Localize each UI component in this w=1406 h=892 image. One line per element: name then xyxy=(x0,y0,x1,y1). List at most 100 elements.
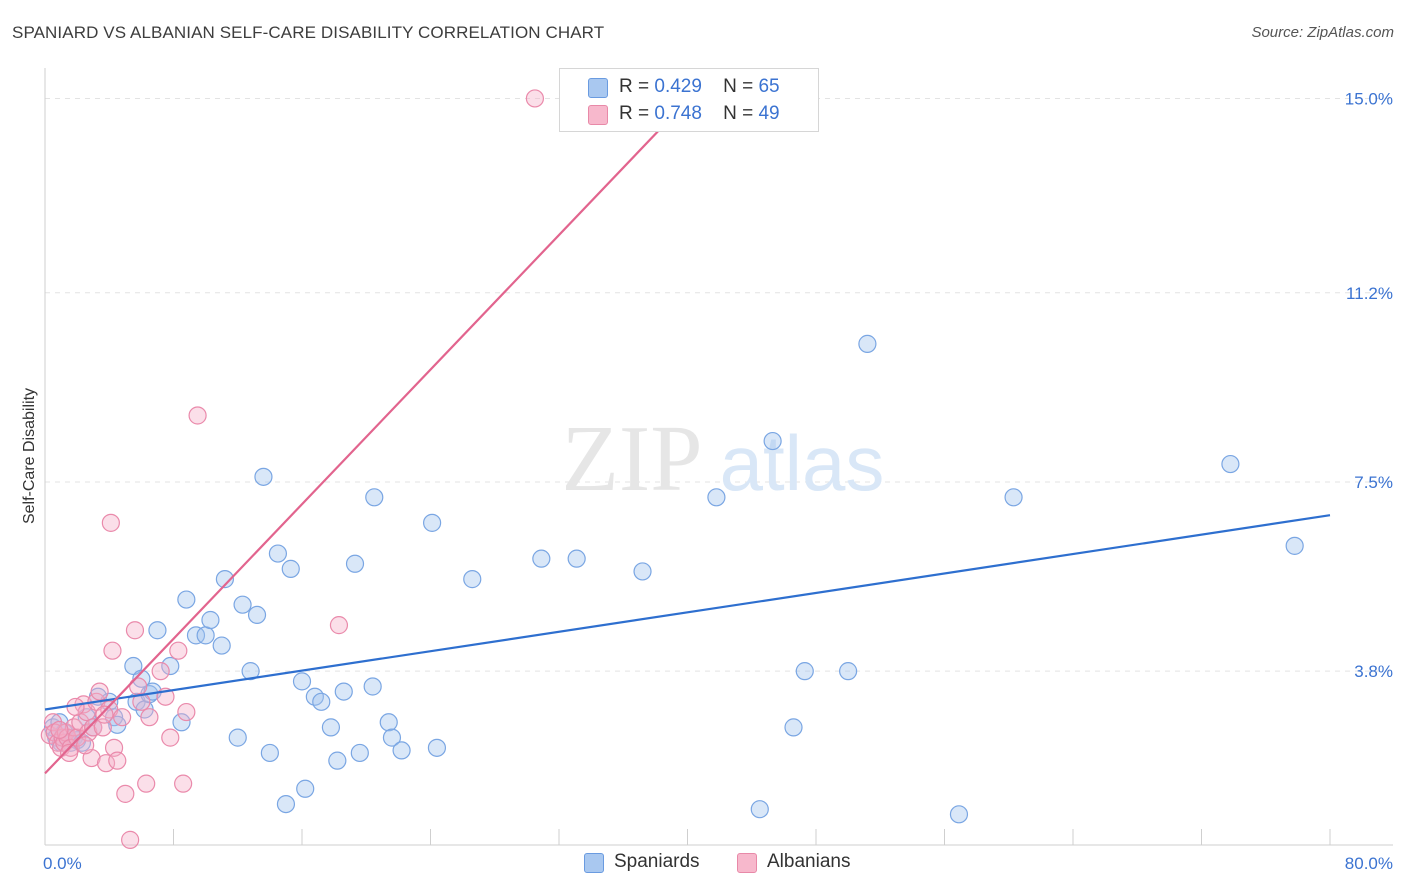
spaniards-point xyxy=(172,713,191,732)
albanians-point xyxy=(84,718,103,737)
spaniards-point xyxy=(763,431,782,451)
bottom-legend-swatch-albanians xyxy=(737,853,757,873)
spaniards-point xyxy=(241,662,260,681)
albanians-point xyxy=(137,774,156,793)
legend-swatch-albanians xyxy=(588,105,608,125)
legend-n-label: N = xyxy=(723,103,754,124)
spaniards-point xyxy=(365,488,384,507)
x-tick-label-max: 80.0% xyxy=(1345,854,1393,873)
albanians-point xyxy=(96,754,116,773)
spaniards-point xyxy=(427,738,447,757)
spaniards-point xyxy=(268,544,288,563)
spaniards-point xyxy=(215,570,234,589)
spaniards-point xyxy=(532,549,551,568)
legend-r-label: R = xyxy=(619,103,650,124)
spaniards-point xyxy=(784,718,803,737)
spaniards-point xyxy=(328,751,347,770)
spaniards-point xyxy=(839,662,858,681)
albanians-point xyxy=(90,682,109,701)
spaniards-point xyxy=(363,677,382,696)
spaniards-point xyxy=(949,805,969,824)
albanians-point xyxy=(116,784,135,803)
spaniards-point xyxy=(750,800,769,819)
albanians-point xyxy=(329,616,349,635)
correlation-legend: R = 0.429 N = 65 R = 0.748 N = 49 xyxy=(559,68,819,132)
albanians-point xyxy=(108,751,127,770)
legend-r-value-albanians: 0.748 xyxy=(654,103,702,124)
spaniards-point xyxy=(321,718,341,737)
albanians-point xyxy=(161,728,180,747)
albanians-point xyxy=(50,720,69,740)
albanians-trend-line xyxy=(44,118,671,775)
albanians-point xyxy=(132,692,151,711)
spaniards-point xyxy=(334,682,353,701)
spaniards-point xyxy=(1285,536,1304,555)
grid-lines xyxy=(45,97,1393,672)
legend-swatch-spaniards xyxy=(588,78,608,98)
albanians-point xyxy=(177,702,196,722)
tick-labels: 3.8% 7.5% 11.2% 15.0% 0.0% 80.0% xyxy=(43,89,1393,873)
albanians-point xyxy=(101,513,120,532)
spaniards-point xyxy=(148,621,167,640)
spaniards-point xyxy=(161,656,180,676)
albanians-point xyxy=(76,736,95,755)
spaniards-point xyxy=(281,559,300,578)
y-axis-title: Self-Care Disability xyxy=(21,388,38,524)
albanians-point xyxy=(59,743,79,763)
albanians-point xyxy=(174,774,193,793)
spaniards-point xyxy=(423,513,442,532)
spaniards-point xyxy=(382,728,402,747)
albanians-point xyxy=(151,662,170,681)
spaniards-point xyxy=(345,554,365,573)
albanians-point xyxy=(121,830,140,849)
spaniards-point xyxy=(228,728,247,747)
legend-n-label: N = xyxy=(723,76,754,97)
albanians-point xyxy=(112,708,132,727)
spaniards-point xyxy=(254,467,273,486)
x-tick-label-min: 0.0% xyxy=(43,854,82,873)
spaniards-point xyxy=(858,334,877,353)
source-credit: Source: ZipAtlas.com xyxy=(1251,24,1394,41)
spaniards-point xyxy=(633,562,652,581)
legend-n-value-spaniards: 65 xyxy=(758,76,780,97)
spaniards-point xyxy=(1004,488,1023,507)
spaniards-point xyxy=(795,662,814,681)
spaniards-point xyxy=(196,626,215,645)
bottom-legend-label-spaniards: Spaniards xyxy=(614,851,700,872)
albanians-point xyxy=(103,641,122,660)
spaniards-point xyxy=(212,636,231,655)
watermark-atlas: atlas xyxy=(720,419,885,507)
trend-lines xyxy=(44,118,1331,775)
spaniards-point xyxy=(350,743,369,763)
albanians-point xyxy=(66,697,85,717)
albanians-point xyxy=(169,641,188,660)
albanians-point xyxy=(188,406,207,425)
spaniards-point xyxy=(247,605,267,625)
albanians-point xyxy=(125,621,145,640)
axes xyxy=(44,68,1393,846)
albanians-points xyxy=(40,89,545,849)
spaniards-point xyxy=(1221,454,1240,474)
spaniards-point xyxy=(312,692,331,711)
albanians-point xyxy=(95,705,114,724)
watermark-zip: ZIP xyxy=(562,407,703,511)
spaniards-point xyxy=(292,672,312,691)
spaniards-point xyxy=(186,626,206,645)
watermark: ZIP atlas xyxy=(562,407,885,511)
y-tick-label: 11.2% xyxy=(1346,284,1393,303)
spaniards-point xyxy=(567,549,586,568)
spaniards-point xyxy=(276,794,296,814)
spaniards-trend-line xyxy=(44,514,1331,711)
y-tick-label: 3.8% xyxy=(1354,662,1393,681)
y-tick-label: 7.5% xyxy=(1354,473,1393,492)
albanians-point xyxy=(140,708,159,727)
bottom-legend-swatch-spaniards xyxy=(584,853,604,873)
spaniards-point xyxy=(296,779,315,798)
legend-n-value-albanians: 49 xyxy=(758,103,780,124)
spaniards-point xyxy=(392,741,411,760)
chart-title: SPANIARD VS ALBANIAN SELF-CARE DISABILIT… xyxy=(12,23,605,42)
spaniards-point xyxy=(707,488,726,507)
spaniards-point xyxy=(260,743,279,763)
albanians-point xyxy=(525,89,545,108)
